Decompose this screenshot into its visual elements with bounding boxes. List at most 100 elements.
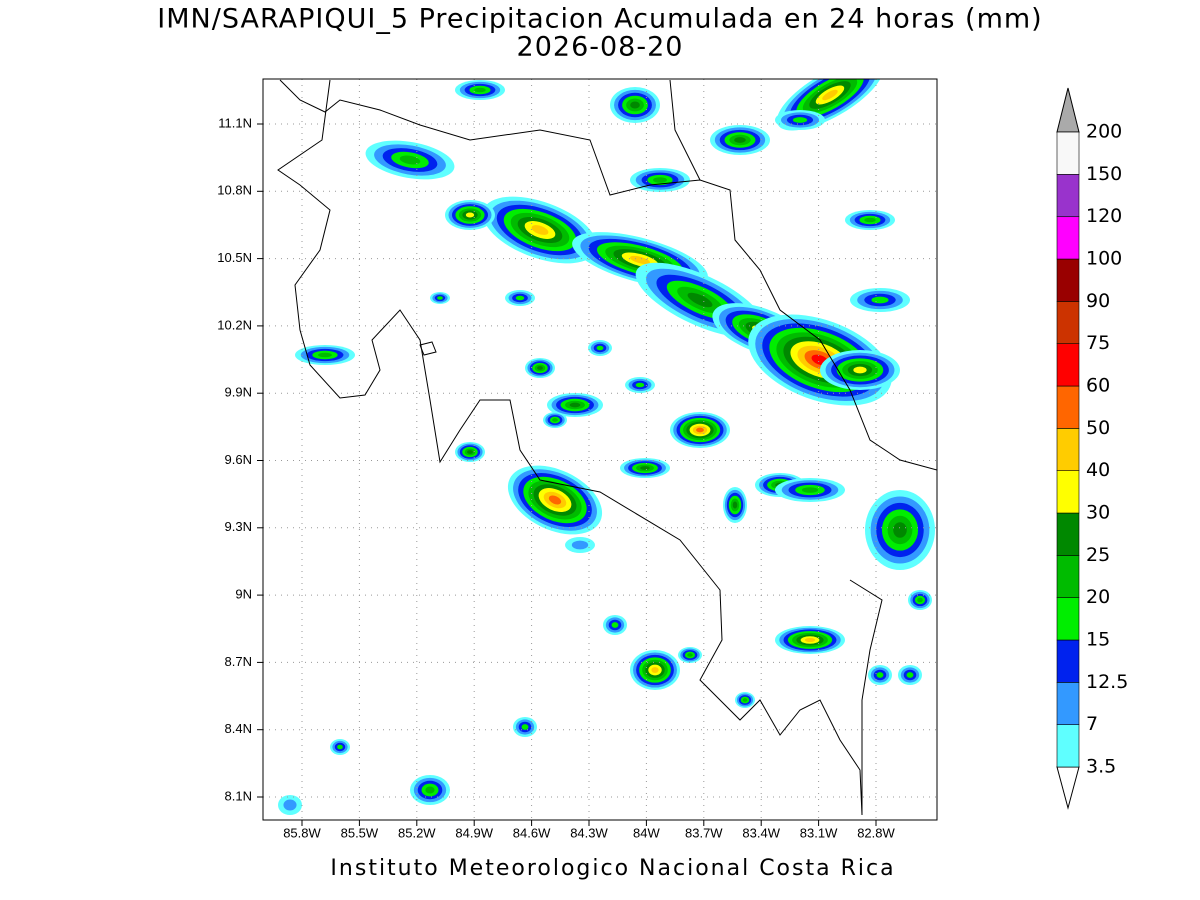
rain-contour	[742, 698, 748, 702]
colorbar-box	[1056, 512, 1080, 556]
colorbar-box	[1056, 428, 1080, 471]
rain-contour	[515, 295, 525, 301]
lat-label: 8.7N	[225, 654, 252, 669]
rain-contour	[687, 653, 693, 657]
rain-contour	[906, 672, 914, 678]
rain-contour	[425, 786, 435, 794]
colorbar-box	[1056, 724, 1080, 768]
colorbar-label: 150	[1086, 163, 1122, 185]
lat-label: 9.9N	[225, 385, 252, 400]
lon-label: 85.8W	[283, 825, 321, 840]
colorbar-label: 3.5	[1086, 756, 1116, 778]
rain-contour	[734, 137, 746, 143]
coastline	[279, 79, 937, 471]
rain-contour	[596, 345, 604, 351]
colorbar-box	[1056, 131, 1080, 175]
rain-contour	[571, 540, 589, 550]
colorbar-label: 90	[1086, 290, 1110, 312]
colorbar-box	[1056, 639, 1080, 683]
map-subtitle: 2026-08-20	[517, 32, 684, 63]
lon-label: 85.2W	[398, 825, 436, 840]
rain-contour	[876, 672, 884, 678]
colorbar-label: 30	[1086, 502, 1110, 524]
rain-contour	[893, 522, 907, 538]
lat-label: 10.5N	[217, 250, 252, 265]
rain-contour	[318, 352, 332, 358]
rain-contour	[687, 292, 713, 308]
lat-label: 10.8N	[217, 183, 252, 198]
rain-contour	[792, 117, 808, 123]
rain-contour	[822, 89, 838, 101]
rain-contour	[804, 637, 816, 643]
colorbar-box	[1056, 174, 1080, 218]
rain-contour	[635, 382, 645, 388]
colorbar-label: 120	[1086, 205, 1122, 227]
rain-contour	[732, 501, 738, 509]
lon-label: 84.6W	[513, 825, 551, 840]
colorbar-box	[1056, 385, 1080, 429]
colorbar-label: 60	[1086, 375, 1110, 397]
lon-label: 83.4W	[742, 825, 780, 840]
coastline	[277, 79, 863, 816]
rain-contour	[611, 622, 619, 628]
coastlines	[277, 79, 937, 816]
lon-label: 83.7W	[685, 825, 723, 840]
rain-contour	[871, 296, 889, 304]
lon-label: 84W	[633, 825, 660, 840]
rain-contour	[474, 87, 486, 93]
lon-label: 83.1W	[800, 825, 838, 840]
rain-contour	[465, 212, 475, 218]
colorbar-box	[1056, 216, 1080, 260]
colorbar-label: 12.5	[1086, 671, 1128, 693]
rain-contour	[521, 724, 529, 730]
colorbar-label: 75	[1086, 332, 1110, 354]
lat-label: 8.4N	[225, 721, 252, 736]
lat-label: 10.2N	[217, 317, 252, 332]
graticule: 11.1N 10.8N 10.5N 10.2N 9.9N 9.6N 9.3N 9N 8.7N 8.…	[217, 79, 937, 840]
rain-contour	[801, 487, 819, 493]
colorbar-box	[1056, 258, 1080, 302]
colorbar-label: 15	[1086, 629, 1110, 651]
colorbar-box	[1056, 470, 1080, 514]
map-title: IMN/SARAPIQUI_5 Precipitacion Acumulada …	[157, 4, 1042, 35]
colorbar: 3.5 7 12.5 15 20 25 30 40 50 60 75 90 100 120 150 200	[1056, 87, 1128, 810]
rain-contour	[651, 667, 659, 673]
rain-contour	[531, 225, 549, 235]
lon-label: 84.9W	[455, 825, 493, 840]
colorbar-label: 200	[1086, 121, 1122, 143]
rain-contour	[467, 450, 473, 454]
map-frame	[262, 78, 938, 821]
footer: Instituto Meteorologico Nacional Costa R…	[330, 856, 895, 881]
rain-contour	[437, 296, 443, 300]
colorbar-label: 40	[1086, 459, 1110, 481]
lon-label: 85.5W	[341, 825, 379, 840]
colorbar-label: 50	[1086, 417, 1110, 439]
rain-contour	[337, 744, 343, 750]
colorbar-box	[1056, 682, 1080, 725]
rain-contour	[864, 217, 876, 223]
lat-label: 8.1N	[225, 788, 252, 803]
coastline	[669, 79, 701, 181]
colorbar-over	[1056, 87, 1080, 133]
colorbar-label: 25	[1086, 544, 1110, 566]
colorbar-box	[1056, 597, 1080, 641]
rain-contour	[696, 427, 704, 433]
rain-contour	[399, 155, 421, 165]
colorbar-label: 20	[1086, 586, 1110, 608]
rain-contour	[653, 177, 667, 183]
rain-contour	[853, 366, 867, 374]
rain-contour	[630, 255, 650, 265]
rain-contour	[548, 495, 562, 505]
lat-label: 9.3N	[225, 519, 252, 534]
lon-label: 84.3W	[570, 825, 608, 840]
rain-contour	[537, 366, 543, 370]
rain-contour	[552, 418, 558, 422]
rain-contour	[283, 799, 297, 811]
colorbar-under	[1056, 766, 1080, 810]
lat-label: 11.1N	[218, 115, 252, 130]
colorbar-box	[1056, 343, 1080, 387]
rain-contour	[917, 597, 923, 603]
colorbar-box	[1056, 555, 1080, 598]
lon-label: 82.8W	[857, 825, 895, 840]
